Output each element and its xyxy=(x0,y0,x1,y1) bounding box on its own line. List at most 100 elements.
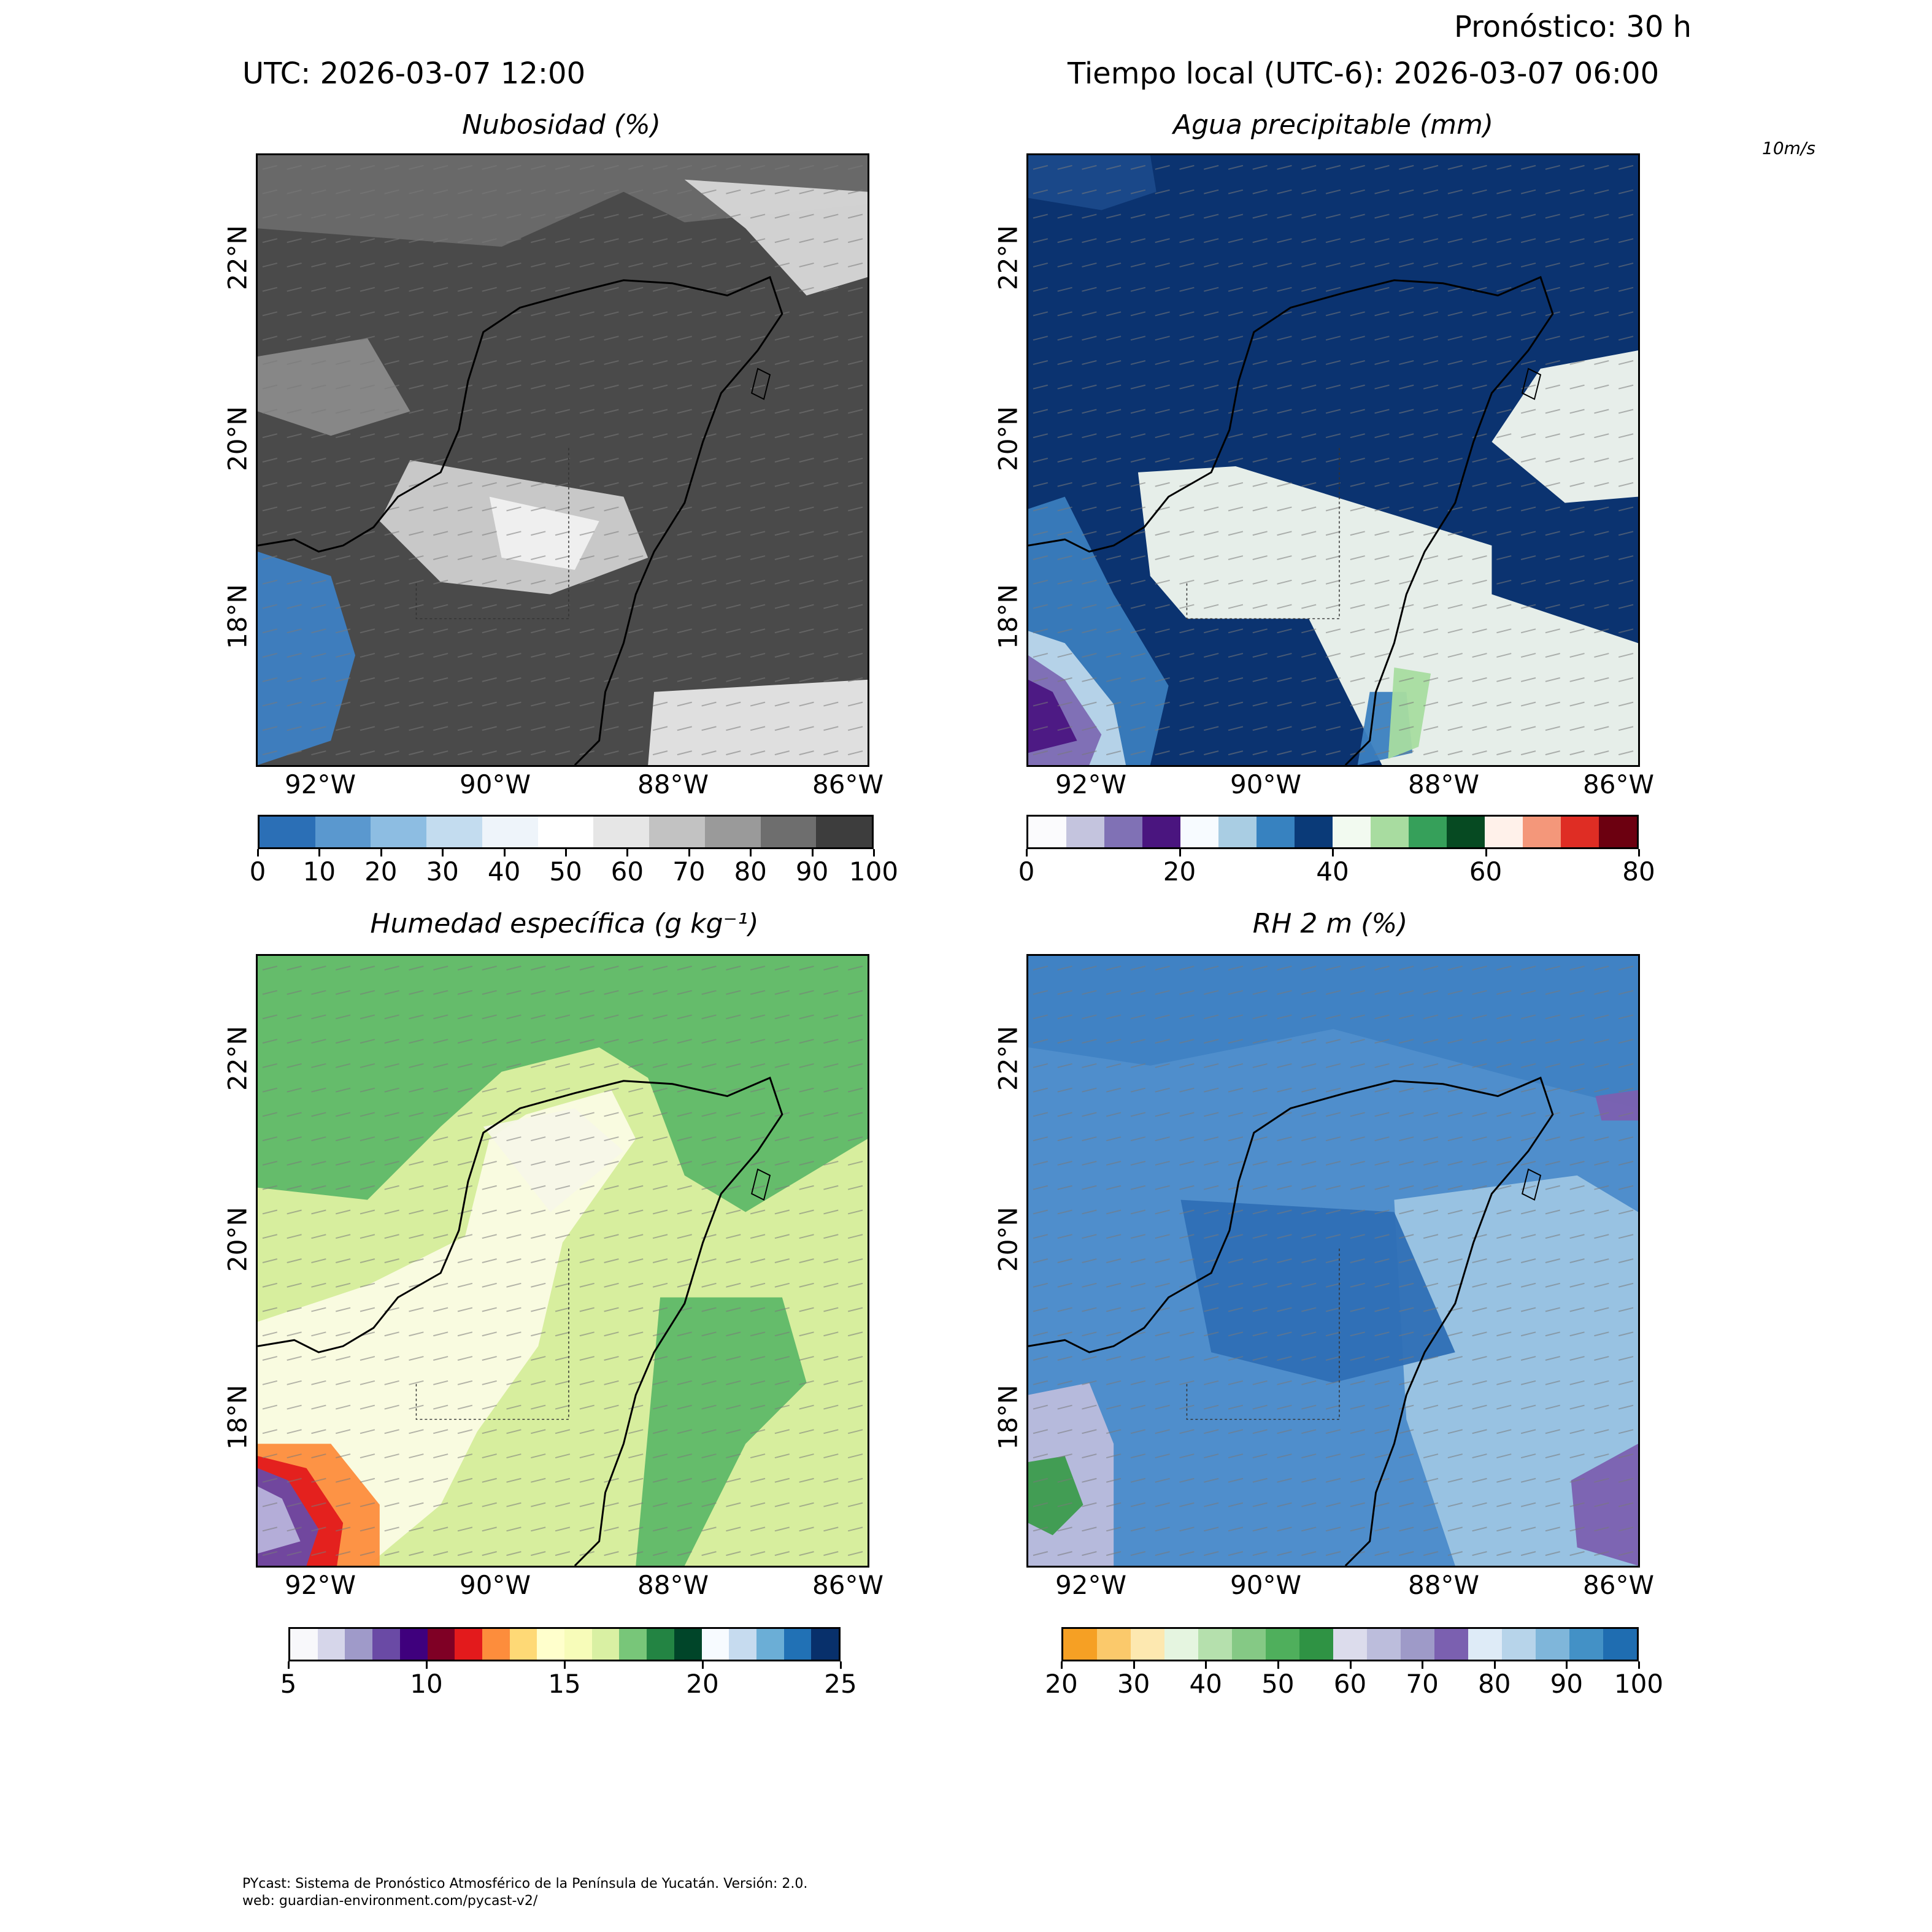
wind-arrow xyxy=(1350,238,1365,244)
wind-arrow xyxy=(1350,579,1365,585)
wind-arrow xyxy=(1277,1136,1292,1142)
wind-arrow xyxy=(701,750,717,756)
wind-arrow xyxy=(628,238,644,244)
wind-arrow xyxy=(604,628,619,634)
wind-arrow xyxy=(604,409,619,414)
wind-arrow xyxy=(726,458,741,463)
wind-arrow xyxy=(1033,164,1049,170)
wind-arrow xyxy=(555,1014,571,1020)
colorbar-segment xyxy=(1485,817,1523,847)
wind-arrow xyxy=(726,384,741,390)
wind-arrow xyxy=(1325,653,1341,658)
wind-arrow xyxy=(774,604,790,609)
wind-arrow xyxy=(360,1551,375,1557)
wind-arrow xyxy=(1496,1551,1512,1557)
wind-arrow xyxy=(1374,1258,1390,1263)
wind-arrow xyxy=(1374,1502,1390,1507)
wind-arrow xyxy=(726,360,741,365)
wind-arrow xyxy=(506,287,521,292)
wind-arrow xyxy=(1496,1477,1512,1483)
colorbar-segment xyxy=(1409,817,1447,847)
wind-arrow xyxy=(506,1307,521,1312)
wind-arrow xyxy=(1057,1502,1072,1507)
wind-arrow xyxy=(1252,1039,1268,1044)
wind-arrow xyxy=(360,1258,375,1263)
wind-arrow xyxy=(409,604,424,609)
wind-arrow xyxy=(1496,628,1512,634)
wind-arrow xyxy=(604,1063,619,1068)
wind-arrow xyxy=(1252,1356,1268,1361)
wind-arrow xyxy=(1447,604,1463,609)
wind-arrow xyxy=(1179,750,1195,756)
wind-arrow xyxy=(1179,1502,1195,1507)
wind-arrow xyxy=(604,1161,619,1166)
wind-arrow xyxy=(1252,1502,1268,1507)
wind-arrow xyxy=(482,750,497,756)
wind-arrow xyxy=(1447,1551,1463,1557)
wind-arrow xyxy=(1228,604,1244,609)
wind-arrow xyxy=(726,1063,741,1068)
wind-arrow xyxy=(457,1307,473,1312)
wind-arrow xyxy=(1130,1039,1146,1044)
wind-arrow xyxy=(579,1258,595,1263)
wind-arrow xyxy=(311,604,326,609)
wind-arrow xyxy=(262,653,278,658)
wind-arrow xyxy=(1033,1185,1049,1190)
wind-arrow xyxy=(1277,1404,1292,1410)
wind-arrow xyxy=(1106,1112,1122,1117)
wind-arrow xyxy=(1618,1136,1634,1142)
x-tick-label: 88°W xyxy=(637,1570,709,1600)
wind-arrow xyxy=(1204,287,1219,292)
wind-arrow xyxy=(1399,750,1414,756)
wind-arrow xyxy=(384,311,399,317)
wind-arrow xyxy=(847,1136,863,1142)
wind-arrow xyxy=(1618,628,1634,634)
wind-arrow xyxy=(1520,214,1536,219)
wind-arrow xyxy=(482,214,497,219)
wind-arrow xyxy=(823,1551,839,1557)
wind-arrow xyxy=(531,1112,546,1117)
wind-arrow xyxy=(1447,579,1463,585)
wind-arrow xyxy=(1130,164,1146,170)
colorbar-segment xyxy=(290,1629,318,1660)
wind-arrow xyxy=(847,604,863,609)
wind-arrow xyxy=(335,653,351,658)
wind-arrow xyxy=(531,990,546,995)
wind-arrow xyxy=(1447,965,1463,971)
wind-arrow xyxy=(1155,1380,1170,1385)
wind-arrow xyxy=(360,336,375,341)
wind-arrow xyxy=(1472,482,1487,487)
wind-arrow xyxy=(1057,1356,1072,1361)
wind-arrow xyxy=(1472,1404,1487,1410)
wind-arrow xyxy=(1033,1282,1049,1288)
wind-arrow xyxy=(287,1039,302,1044)
wind-arrow xyxy=(433,701,448,707)
wind-arrow xyxy=(1033,482,1049,487)
wind-arrow xyxy=(1179,360,1195,365)
wind-arrow xyxy=(604,1112,619,1117)
wind-arrow xyxy=(1057,1307,1072,1312)
wind-arrow xyxy=(1520,1502,1536,1507)
wind-arrow xyxy=(1106,458,1122,463)
wind-arrow xyxy=(1204,1234,1219,1239)
wind-arrow xyxy=(1374,1453,1390,1459)
wind-arrow xyxy=(628,1039,644,1044)
wind-arrow xyxy=(1252,1234,1268,1239)
wind-arrow xyxy=(1447,1331,1463,1337)
wind-arrow xyxy=(409,1234,424,1239)
wind-arrow xyxy=(701,653,717,658)
wind-arrow xyxy=(677,750,692,756)
wind-arrow xyxy=(1033,506,1049,512)
y-tick-label: 20°N xyxy=(222,1207,253,1272)
wind-arrow xyxy=(1472,1112,1487,1117)
wind-arrow xyxy=(1082,164,1097,170)
wind-arrow xyxy=(482,1331,497,1337)
wind-arrow xyxy=(1350,482,1365,487)
wind-arrow xyxy=(1325,1551,1341,1557)
wind-arrow xyxy=(1618,990,1634,995)
wind-arrow xyxy=(287,965,302,971)
field-region xyxy=(483,1108,624,1212)
wind-arrow xyxy=(1106,726,1122,731)
wind-arrow xyxy=(1325,1380,1341,1385)
wind-arrow xyxy=(1277,1161,1292,1166)
